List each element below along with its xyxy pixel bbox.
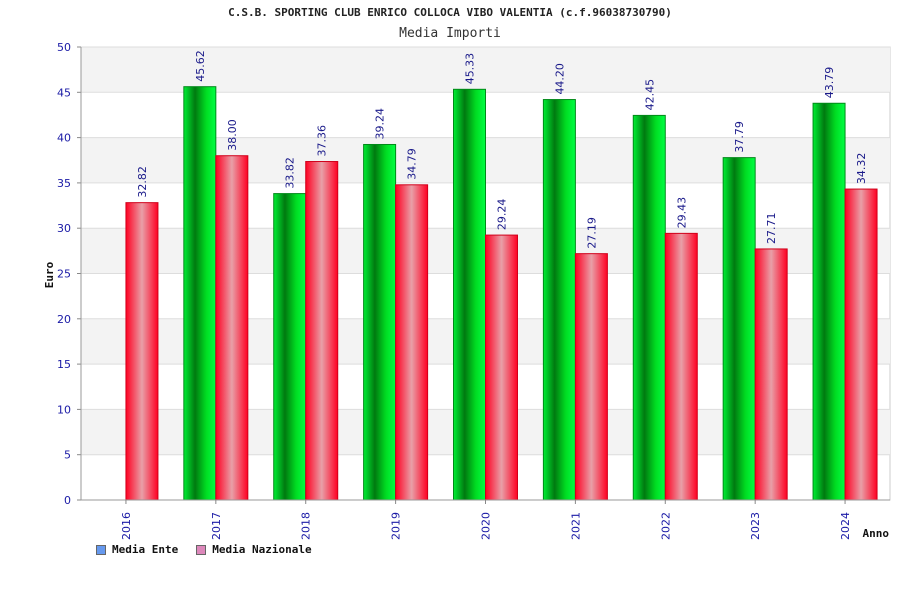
data-label: 38.00: [226, 119, 239, 150]
axes-layer: 0 5 10 15 20 25 30 35 40 45 50 2016 2017 2018 2019 2020…: [57, 41, 890, 540]
legend: Media Ente Media Nazionale: [96, 543, 312, 556]
bar-media-ente: [812, 102, 846, 501]
data-label: 44.20: [553, 63, 566, 95]
x-tick-label: 2022: [659, 512, 672, 540]
bar-media-ente: [542, 99, 576, 501]
x-tick-label: 2018: [300, 512, 313, 540]
data-label: 34.79: [406, 148, 419, 180]
legend-item-ente: Media Ente: [96, 543, 178, 556]
data-label: 42.45: [643, 79, 656, 111]
bar-media-ente: [273, 193, 307, 501]
y-tick-label: 45: [57, 86, 71, 99]
legend-swatch-nazionale: [196, 544, 207, 555]
legend-label-nazionale: Media Nazionale: [212, 543, 312, 556]
y-tick-label: 35: [57, 177, 71, 190]
x-tick-label: 2016: [120, 512, 133, 540]
bar-media-nazionale: [664, 232, 698, 501]
y-tick-label: 40: [57, 132, 71, 145]
data-label: 37.79: [733, 121, 746, 153]
x-tick-label: 2023: [749, 512, 762, 540]
data-label: 33.82: [284, 157, 297, 189]
bar-media-nazionale: [574, 253, 608, 501]
x-tick-label: 2021: [569, 512, 582, 540]
bar-media-nazionale: [485, 234, 518, 501]
y-tick-label: 25: [57, 268, 71, 281]
data-label: 32.82: [136, 166, 149, 198]
y-tick-label: 10: [57, 403, 71, 416]
bar-media-nazionale: [844, 188, 878, 501]
bar-media-nazionale: [305, 161, 339, 501]
data-label: 29.43: [675, 197, 688, 229]
x-tick-label: 2019: [390, 512, 403, 540]
legend-label-ente: Media Ente: [112, 543, 179, 556]
legend-item-nazionale: Media Nazionale: [196, 543, 312, 556]
bar-media-ente: [453, 88, 486, 501]
y-tick-label: 5: [64, 449, 71, 462]
bar-media-ente: [632, 114, 666, 501]
y-tick-label: 0: [64, 494, 71, 507]
bar-media-ente: [363, 143, 397, 501]
bar-media-ente: [722, 157, 756, 501]
data-label: 45.62: [194, 50, 207, 82]
data-label: 45.33: [464, 53, 477, 85]
chart-title: C.S.B. SPORTING CLUB ENRICO COLLOCA VIBO…: [228, 6, 672, 19]
data-label: 27.19: [585, 217, 598, 249]
bar-media-ente: [183, 86, 217, 501]
data-label: 29.24: [496, 199, 509, 231]
data-labels-layer: 32.82 45.62 38.00 33.82 37.36 39.24 34.79 45.33…: [136, 50, 868, 248]
x-axis-label: Anno: [863, 527, 890, 540]
legend-swatch-ente: [96, 544, 106, 555]
y-tick-label: 20: [57, 313, 71, 326]
data-label: 39.24: [374, 108, 387, 140]
y-tick-label: 50: [57, 41, 71, 54]
y-axis-label: Euro: [43, 261, 56, 288]
bar-media-nazionale: [215, 155, 249, 501]
data-label: 34.32: [855, 153, 868, 185]
plot-band: [81, 47, 890, 93]
y-tick-label: 30: [57, 222, 71, 235]
x-tick-label: 2017: [210, 512, 223, 540]
bar-media-nazionale: [754, 248, 788, 501]
data-label: 37.36: [316, 125, 329, 157]
bar-media-nazionale: [125, 202, 159, 501]
bars-layer: [125, 86, 878, 501]
data-label: 27.71: [765, 212, 778, 244]
y-tick-label: 15: [57, 358, 71, 371]
x-tick-label: 2024: [839, 512, 852, 540]
x-tick-label: 2020: [480, 512, 493, 540]
chart-subtitle: Media Importi: [399, 26, 501, 41]
data-label: 43.79: [823, 67, 836, 99]
bar-media-nazionale: [395, 184, 429, 501]
